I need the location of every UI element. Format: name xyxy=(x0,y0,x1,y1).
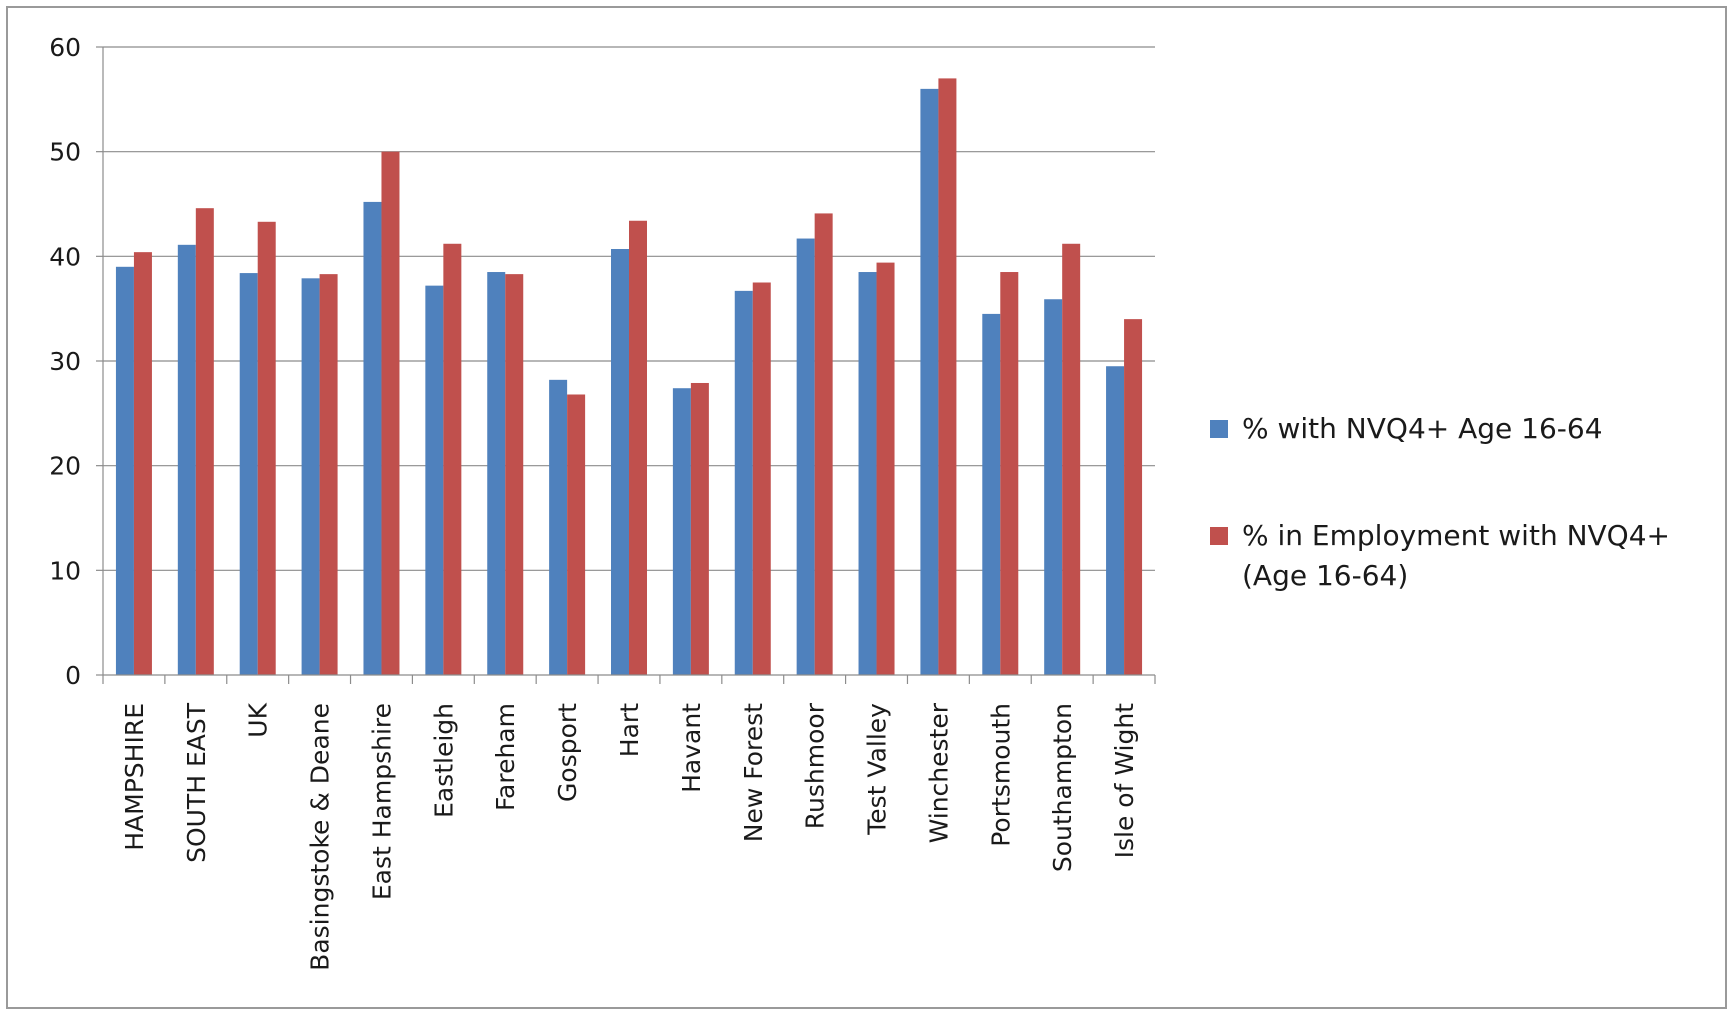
x-category-label: Fareham xyxy=(491,703,520,811)
x-category-label: SOUTH EAST xyxy=(182,702,211,863)
x-category-label: UK xyxy=(244,702,273,737)
x-category-label: Southampton xyxy=(1048,703,1077,872)
bar-employment-nvq4 xyxy=(690,382,709,675)
bar-nvq4 xyxy=(115,266,134,675)
x-category-label: Portsmouth xyxy=(986,703,1015,847)
bar-nvq4 xyxy=(982,313,1001,675)
x-category-label: Basingstoke & Deane xyxy=(306,703,335,971)
bar-nvq4 xyxy=(858,272,877,675)
x-category-label: Gosport xyxy=(553,703,582,802)
x-category-label: Havant xyxy=(677,703,706,793)
bar-employment-nvq4 xyxy=(1062,243,1081,675)
bar-employment-nvq4 xyxy=(1000,272,1019,675)
x-category-label: Rushmoor xyxy=(801,702,830,829)
y-tick-label: 20 xyxy=(49,452,81,481)
bar-nvq4 xyxy=(672,388,691,675)
x-category-label: HAMPSHIRE xyxy=(120,703,149,851)
bar-nvq4 xyxy=(1106,366,1125,675)
x-category-label: Hart xyxy=(615,703,644,757)
bar-employment-nvq4 xyxy=(629,220,647,675)
x-category-label: East Hampshire xyxy=(367,703,396,900)
legend-label: (Age 16-64) xyxy=(1242,559,1408,592)
bar-employment-nvq4 xyxy=(814,213,833,676)
bar-nvq4 xyxy=(549,379,568,675)
bar-employment-nvq4 xyxy=(443,243,462,675)
y-tick-label: 40 xyxy=(49,242,81,271)
bar-employment-nvq4 xyxy=(381,151,400,676)
bar-employment-nvq4 xyxy=(195,208,214,675)
y-tick-label: 50 xyxy=(49,138,81,167)
bar-employment-nvq4 xyxy=(319,274,338,675)
bar-nvq4 xyxy=(920,88,939,676)
x-category-label: Isle of Wight xyxy=(1110,703,1139,859)
axes xyxy=(96,46,1156,684)
legend-label: % in Employment with NVQ4+ xyxy=(1242,519,1670,552)
y-tick-label: 10 xyxy=(49,556,81,585)
bar-employment-nvq4 xyxy=(1124,319,1143,675)
bar-nvq4 xyxy=(363,201,382,675)
bar-employment-nvq4 xyxy=(567,394,586,675)
bars xyxy=(115,78,1143,676)
bar-employment-nvq4 xyxy=(938,78,957,675)
x-category-label: Winchester xyxy=(924,702,953,843)
bar-employment-nvq4 xyxy=(257,221,276,676)
bar-nvq4 xyxy=(487,272,506,675)
bar-nvq4 xyxy=(301,278,320,675)
bar-employment-nvq4 xyxy=(133,252,152,675)
bar-nvq4 xyxy=(734,290,753,675)
x-category-label: Test Valley xyxy=(863,703,892,836)
bar-employment-nvq4 xyxy=(752,282,771,675)
x-category-label: New Forest xyxy=(739,703,768,842)
axis-labels: 0 10 20 30 40 50 60 HAMPSHIRE SOUTH EAST UK Basing… xyxy=(49,33,1139,971)
bar-nvq4 xyxy=(611,249,629,675)
bar-employment-nvq4 xyxy=(505,274,524,675)
bar-nvq4 xyxy=(239,273,258,675)
legend: % with NVQ4+ Age 16-64 % in Employment wi… xyxy=(1210,412,1670,592)
bar-nvq4 xyxy=(425,285,444,675)
x-category-label: Eastleigh xyxy=(429,703,458,818)
bar-nvq4 xyxy=(1044,299,1063,675)
legend-swatch xyxy=(1210,527,1228,545)
legend-label: % with NVQ4+ Age 16-64 xyxy=(1242,412,1603,445)
y-tick-label: 60 xyxy=(49,33,81,62)
y-tick-label: 30 xyxy=(49,347,81,376)
bar-nvq4 xyxy=(177,244,196,675)
gridlines xyxy=(103,46,1155,571)
bar-nvq4 xyxy=(796,238,815,676)
legend-swatch xyxy=(1210,420,1228,438)
y-tick-label: 0 xyxy=(65,661,81,690)
bar-employment-nvq4 xyxy=(876,262,895,675)
